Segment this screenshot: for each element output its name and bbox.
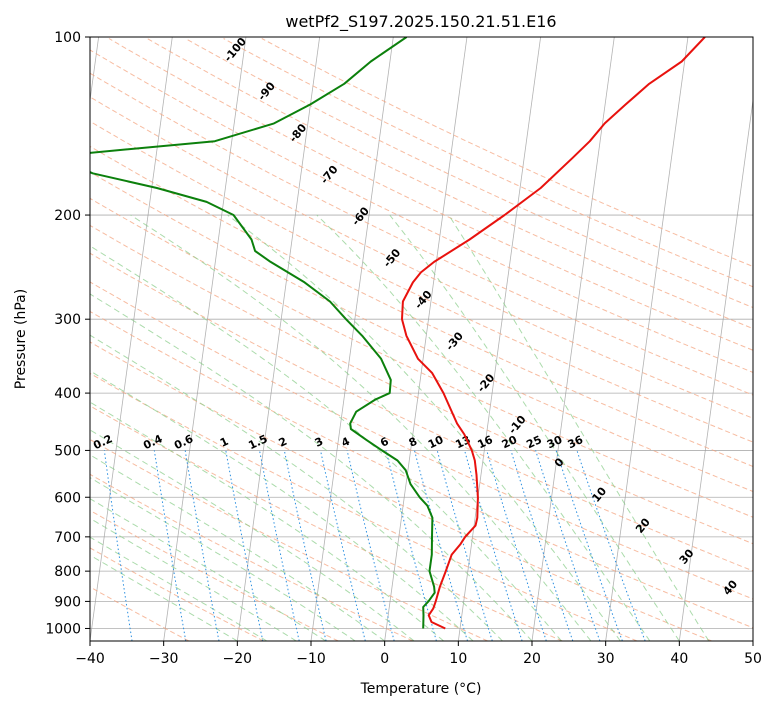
mixing-ratio-line xyxy=(346,450,395,641)
moist-adiabat-line xyxy=(389,214,680,641)
moist-adiabat-line xyxy=(90,401,444,641)
isotherm-line xyxy=(236,37,321,641)
y-tick-label: 900 xyxy=(54,594,81,610)
dry-adiabat-line xyxy=(90,252,753,572)
x-tick-label: 30 xyxy=(597,651,615,667)
moist-adiabat-line xyxy=(90,245,562,641)
mixing-ratio-line xyxy=(576,450,646,641)
moist-adiabat-line xyxy=(90,554,238,641)
sounding-profiles xyxy=(90,37,706,630)
mixing-ratio-line xyxy=(510,450,574,641)
mixing-ratio-line xyxy=(259,450,300,641)
dry-adiabat-line xyxy=(90,509,339,641)
y-tick-label: 200 xyxy=(54,208,81,224)
moist-adiabat-line xyxy=(227,214,621,641)
dry-adiabat-line xyxy=(146,38,753,330)
moist-adiabat-line xyxy=(90,293,533,641)
y-axis-label: Pressure (hPa) xyxy=(13,289,29,389)
moist-adiabat-line xyxy=(90,334,503,641)
temperature-profile-line xyxy=(401,37,706,630)
moist-adiabat-line xyxy=(90,429,415,641)
mixing-ratio-label: 30 xyxy=(545,433,565,451)
dry-adiabat-line xyxy=(90,72,753,396)
mixing-ratio-line xyxy=(486,450,547,641)
dry-adiabat-line xyxy=(90,96,753,419)
mixing-ratio-line xyxy=(555,450,623,641)
x-tick-label: −20 xyxy=(223,651,253,667)
moist-adiabat-line xyxy=(90,536,268,641)
mixing-ratio-line xyxy=(535,450,601,641)
dry-adiabat-line xyxy=(261,38,753,268)
mixing-ratio-label: 13 xyxy=(453,433,472,451)
dry-adiabat-line xyxy=(108,38,753,351)
dry-adiabat-line xyxy=(90,120,753,443)
isotherm-line xyxy=(605,37,689,641)
dry-adiabat-line xyxy=(90,224,753,545)
mixing-ratio-label: 10 xyxy=(426,433,446,451)
dewpoint-profile-line xyxy=(90,37,436,629)
plot-area: 0.10.20.40.611.52346810131620253036-100-… xyxy=(90,37,753,641)
mixing-ratio-label: 25 xyxy=(524,433,543,451)
x-tick-label: 10 xyxy=(449,651,467,667)
y-tick-label: 100 xyxy=(54,30,81,46)
x-tick-label: −40 xyxy=(75,651,105,667)
moist-adiabat-line xyxy=(448,214,710,641)
mixing-ratio-label: 36 xyxy=(566,433,586,451)
mixing-ratio-label: 20 xyxy=(500,433,520,451)
moist-adiabat-line xyxy=(90,517,297,641)
isotherm-line xyxy=(678,97,753,641)
chart-title: wetPf2_S197.2025.150.21.51.E16 xyxy=(285,12,556,32)
mixing-ratio-line xyxy=(103,450,133,641)
dry-adiabat-line xyxy=(90,438,488,641)
x-tick-label: −10 xyxy=(296,651,326,667)
isotherm-line xyxy=(90,37,173,641)
y-tick-label: 400 xyxy=(54,386,81,402)
moist-adiabat-line xyxy=(90,370,474,641)
mixing-ratio-line xyxy=(320,450,366,641)
x-tick-label: 20 xyxy=(523,651,541,667)
mixing-ratio-line xyxy=(283,450,327,641)
y-tick-label: 700 xyxy=(54,530,81,546)
moist-adiabat-line xyxy=(316,214,651,641)
x-tick-label: 50 xyxy=(744,651,762,667)
y-tick-label: 300 xyxy=(54,312,81,328)
moist-adiabat-line xyxy=(90,454,385,641)
x-tick-label: 0 xyxy=(380,651,389,667)
isotherm-line xyxy=(384,37,468,641)
x-tick-label: 40 xyxy=(670,651,688,667)
mixing-ratio-line xyxy=(414,450,468,641)
dry-adiabat-line xyxy=(90,197,753,518)
dry-adiabat-line xyxy=(90,310,753,629)
plot-frame xyxy=(89,36,754,642)
x-tick-label: −30 xyxy=(149,651,179,667)
isotherm-line xyxy=(531,37,615,641)
mixing-ratio-line xyxy=(436,450,493,641)
mixing-ratio-line xyxy=(464,450,523,641)
y-tick-label: 500 xyxy=(54,443,81,459)
dry-adiabat-line xyxy=(90,473,414,641)
moist-adiabat-line xyxy=(90,477,356,641)
y-tick-label: 1000 xyxy=(45,621,81,637)
y-tick-label: 800 xyxy=(54,564,81,580)
isotherm-line xyxy=(163,37,247,641)
mixing-ratio-label: 16 xyxy=(476,433,496,451)
axes: −40 −30 −20 −10 0 10 20 30 40 50 100 200 300 400 500 60… xyxy=(45,30,762,667)
mixing-ratio-line xyxy=(153,450,187,641)
y-tick-label: 600 xyxy=(54,490,81,506)
x-axis-label: Temperature (°C) xyxy=(360,681,482,697)
moist-adiabat-line xyxy=(130,214,592,641)
dry-adiabat-line xyxy=(90,171,753,493)
